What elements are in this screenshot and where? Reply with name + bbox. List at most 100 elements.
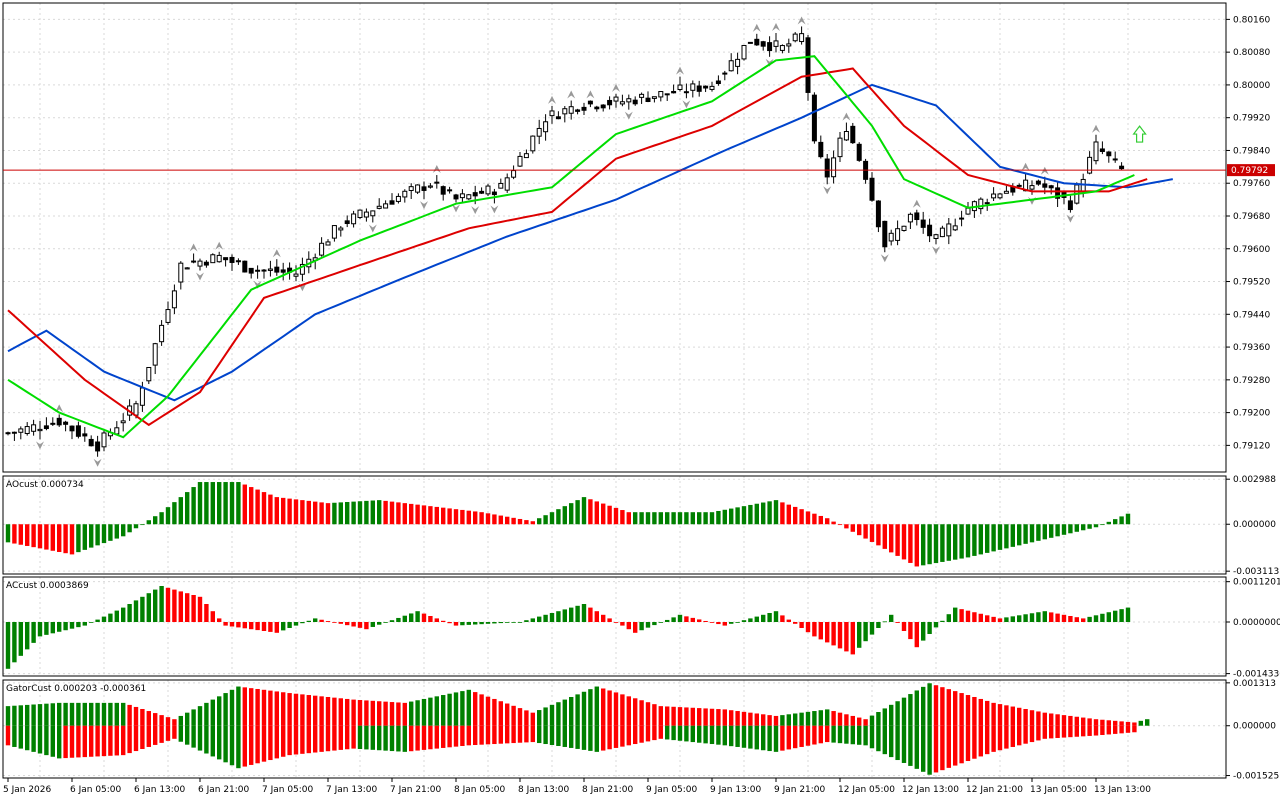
candle-bull[interactable] — [267, 268, 273, 271]
candle-bear[interactable] — [683, 91, 689, 94]
candle-bull[interactable] — [357, 209, 363, 218]
candle-bull[interactable] — [165, 309, 171, 323]
candle-bull[interactable] — [530, 135, 536, 152]
candle-bear[interactable] — [715, 80, 721, 85]
candle-bull[interactable] — [18, 428, 24, 433]
candle-bear[interactable] — [389, 200, 395, 205]
candle-bear[interactable] — [760, 41, 766, 47]
candle-bull[interactable] — [101, 432, 107, 448]
candle-bull[interactable] — [946, 223, 952, 237]
candle-bull[interactable] — [831, 157, 837, 178]
candle-bull[interactable] — [843, 130, 849, 141]
candle-bear[interactable] — [632, 99, 638, 105]
candle-bear[interactable] — [754, 38, 760, 46]
candle-bear[interactable] — [818, 141, 824, 158]
candle-bull[interactable] — [523, 153, 529, 159]
candle-bull[interactable] — [184, 267, 190, 270]
candle-bull[interactable] — [626, 98, 632, 103]
candle-bear[interactable] — [1106, 151, 1112, 157]
gator-pane[interactable]: 0.001313 0.000000 -0.001525 — [2, 679, 1279, 782]
candle-bull[interactable] — [1016, 184, 1022, 187]
candle-bull[interactable] — [735, 58, 741, 67]
candle-bull[interactable] — [152, 343, 158, 366]
candle-bull[interactable] — [933, 234, 939, 239]
candle-bear[interactable] — [242, 260, 248, 273]
ao-pane[interactable]: 0.002988 0.000000 -0.003113 — [2, 475, 1279, 577]
candle-bull[interactable] — [651, 96, 657, 99]
candle-bear[interactable] — [1067, 200, 1073, 211]
candle-bull[interactable] — [447, 189, 453, 192]
candle-bear[interactable] — [767, 42, 773, 52]
candle-bear[interactable] — [223, 257, 229, 261]
candle-bear[interactable] — [1055, 187, 1061, 199]
candle-bull[interactable] — [383, 203, 389, 209]
candle-bear[interactable] — [440, 186, 446, 195]
candle-bull[interactable] — [837, 137, 843, 158]
candle-bear[interactable] — [344, 220, 350, 225]
candle-bear[interactable] — [453, 194, 459, 200]
candle-bull[interactable] — [120, 420, 126, 424]
candle-bull[interactable] — [466, 194, 472, 200]
candle-bear[interactable] — [1035, 180, 1041, 185]
candle-bull[interactable] — [402, 190, 408, 198]
candle-bull[interactable] — [613, 96, 619, 102]
candle-bear[interactable] — [959, 217, 965, 220]
candle-bear[interactable] — [63, 421, 69, 425]
candle-bull[interactable] — [31, 424, 37, 432]
candle-bear[interactable] — [875, 200, 881, 228]
candle-bull[interactable] — [907, 213, 913, 223]
candle-bear[interactable] — [421, 186, 427, 191]
candle-bull[interactable] — [511, 170, 517, 178]
candle-bear[interactable] — [587, 100, 593, 105]
candle-bull[interactable] — [1087, 156, 1093, 174]
candle-bull[interactable] — [24, 426, 30, 434]
candle-bear[interactable] — [82, 433, 88, 437]
candle-bear[interactable] — [1099, 148, 1105, 152]
candle-bull[interactable] — [261, 269, 267, 272]
candle-bear[interactable] — [479, 190, 485, 194]
candle-bull[interactable] — [171, 290, 177, 309]
candle-bull[interactable] — [664, 93, 670, 96]
candle-bear[interactable] — [805, 37, 811, 93]
candle-bull[interactable] — [799, 33, 805, 43]
candle-bull[interactable] — [363, 211, 369, 218]
candle-bear[interactable] — [75, 425, 81, 437]
candle-bull[interactable] — [901, 225, 907, 231]
candle-bull[interactable] — [351, 213, 357, 225]
candle-bear[interactable] — [248, 267, 254, 274]
candle-bear[interactable] — [88, 438, 94, 447]
candle-bull[interactable] — [747, 41, 753, 44]
candle-bull[interactable] — [984, 202, 990, 205]
candle-bear[interactable] — [607, 99, 613, 106]
candle-bull[interactable] — [146, 366, 152, 382]
candle-bull[interactable] — [939, 227, 945, 238]
candle-bear[interactable] — [280, 269, 286, 273]
candle-bull[interactable] — [1029, 185, 1035, 190]
candle-bull[interactable] — [952, 225, 958, 231]
candle-bull[interactable] — [543, 121, 549, 133]
candle-bear[interactable] — [274, 266, 280, 273]
candle-bull[interactable] — [568, 106, 574, 114]
candle-bull[interactable] — [779, 45, 785, 51]
candle-bull[interactable] — [549, 110, 555, 117]
candle-bull[interactable] — [773, 40, 779, 47]
candle-bull[interactable] — [331, 225, 337, 239]
candle-bull[interactable] — [658, 91, 664, 98]
candle-bull[interactable] — [370, 210, 376, 217]
candle-bear[interactable] — [191, 260, 197, 263]
candle-bear[interactable] — [56, 417, 62, 426]
candle-bull[interactable] — [728, 60, 734, 72]
candle-bull[interactable] — [888, 232, 894, 242]
candle-bear[interactable] — [811, 94, 817, 142]
candle-bull[interactable] — [722, 72, 728, 75]
candle-bear[interactable] — [1048, 185, 1054, 189]
candle-bear[interactable] — [472, 192, 478, 197]
candle-bull[interactable] — [427, 185, 433, 188]
candle-bear[interactable] — [1119, 165, 1125, 170]
candle-bear[interactable] — [856, 143, 862, 161]
candle-bear[interactable] — [5, 432, 11, 435]
ac-pane[interactable]: 0.0011201 0.0000000 -0.0014336 — [2, 576, 1280, 680]
candle-bear[interactable] — [555, 116, 561, 120]
candle-bear[interactable] — [95, 441, 101, 452]
